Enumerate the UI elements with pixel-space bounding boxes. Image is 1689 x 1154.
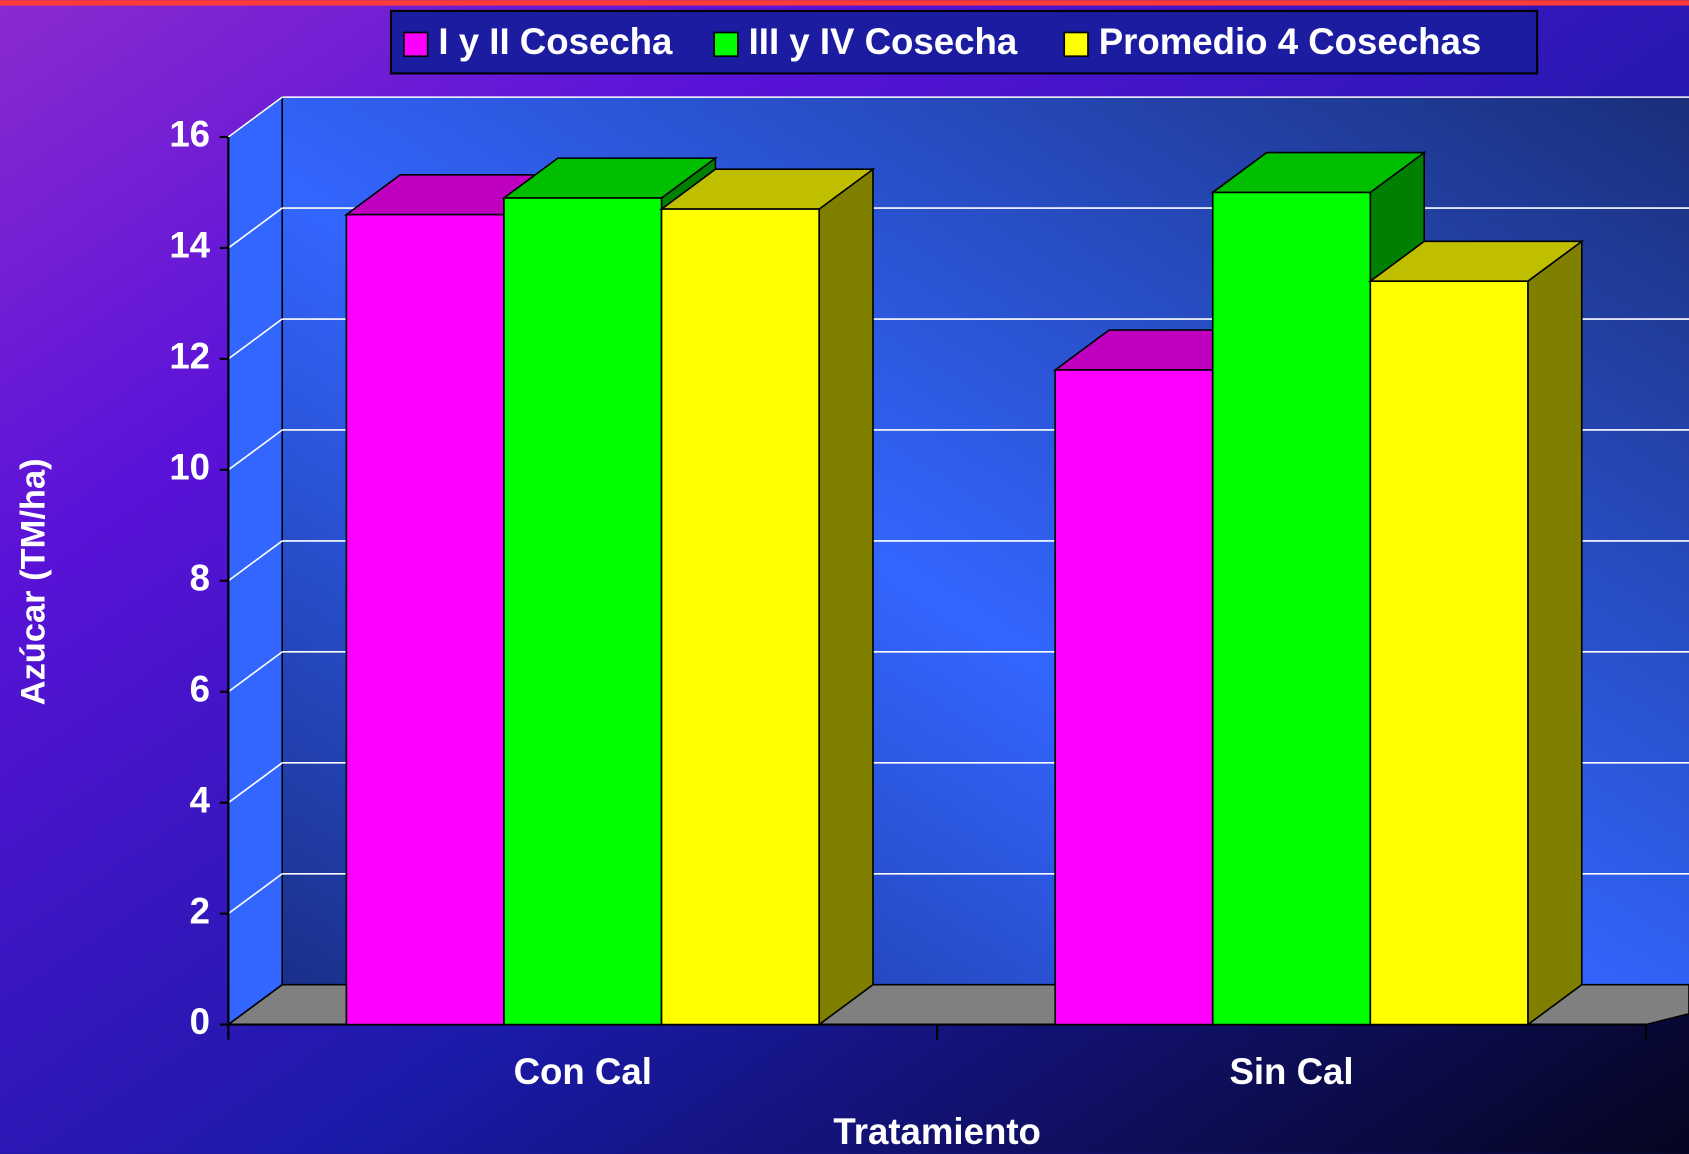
- legend-swatch: [403, 31, 429, 57]
- y-tick-label: 8: [190, 557, 210, 598]
- grid-line: [227, 873, 283, 915]
- bar: [1367, 239, 1585, 1027]
- legend: I y II Cosecha III y IV Cosecha Promedio 4…: [403, 21, 1482, 62]
- grid-line: [227, 318, 283, 360]
- bar-side: [1527, 239, 1583, 1027]
- x-axis-title: Tratamiento: [833, 1111, 1041, 1152]
- bar-front: [1054, 369, 1214, 1026]
- grid-line: [227, 651, 283, 693]
- bar: [659, 167, 876, 1027]
- x-tick-label: Con Cal: [514, 1051, 652, 1092]
- x-tick-label: Sin Cal: [1229, 1051, 1353, 1092]
- grid-line: [227, 540, 283, 582]
- y-axis-title: Azúcar (TM/ha): [15, 458, 53, 705]
- legend-swatch: [1063, 31, 1089, 57]
- y-tick-label: 12: [169, 336, 210, 377]
- y-tick-label: 14: [169, 225, 210, 266]
- bar-front: [1211, 191, 1372, 1026]
- bar-front: [503, 197, 663, 1026]
- legend-label: I y II Cosecha: [438, 21, 673, 62]
- bar-front: [345, 213, 505, 1026]
- legend-swatch: [713, 31, 739, 57]
- grid-line: [227, 96, 283, 138]
- grid-line: [227, 429, 283, 471]
- y-tick-label: 2: [190, 890, 210, 931]
- bar-front: [1369, 280, 1529, 1026]
- bar-front: [660, 208, 820, 1026]
- grid-line: [227, 207, 283, 249]
- y-tick-label: 6: [190, 668, 210, 709]
- top-stripe: [0, 0, 1689, 6]
- y-tick-label: 16: [169, 114, 210, 155]
- legend-label: III y IV Cosecha: [749, 21, 1018, 62]
- legend-label: Promedio 4 Cosechas: [1099, 21, 1482, 62]
- y-tick-label: 4: [190, 779, 211, 820]
- grid-line: [227, 762, 283, 804]
- bar-side: [818, 167, 874, 1027]
- plot-area: 0 2 4 6 8 10 12 14 16 Con Cal Sin Cal: [169, 95, 1689, 1092]
- legend-box: [389, 9, 1539, 75]
- y-tick-label: 10: [169, 446, 210, 487]
- y-tick-label: 0: [190, 1001, 210, 1042]
